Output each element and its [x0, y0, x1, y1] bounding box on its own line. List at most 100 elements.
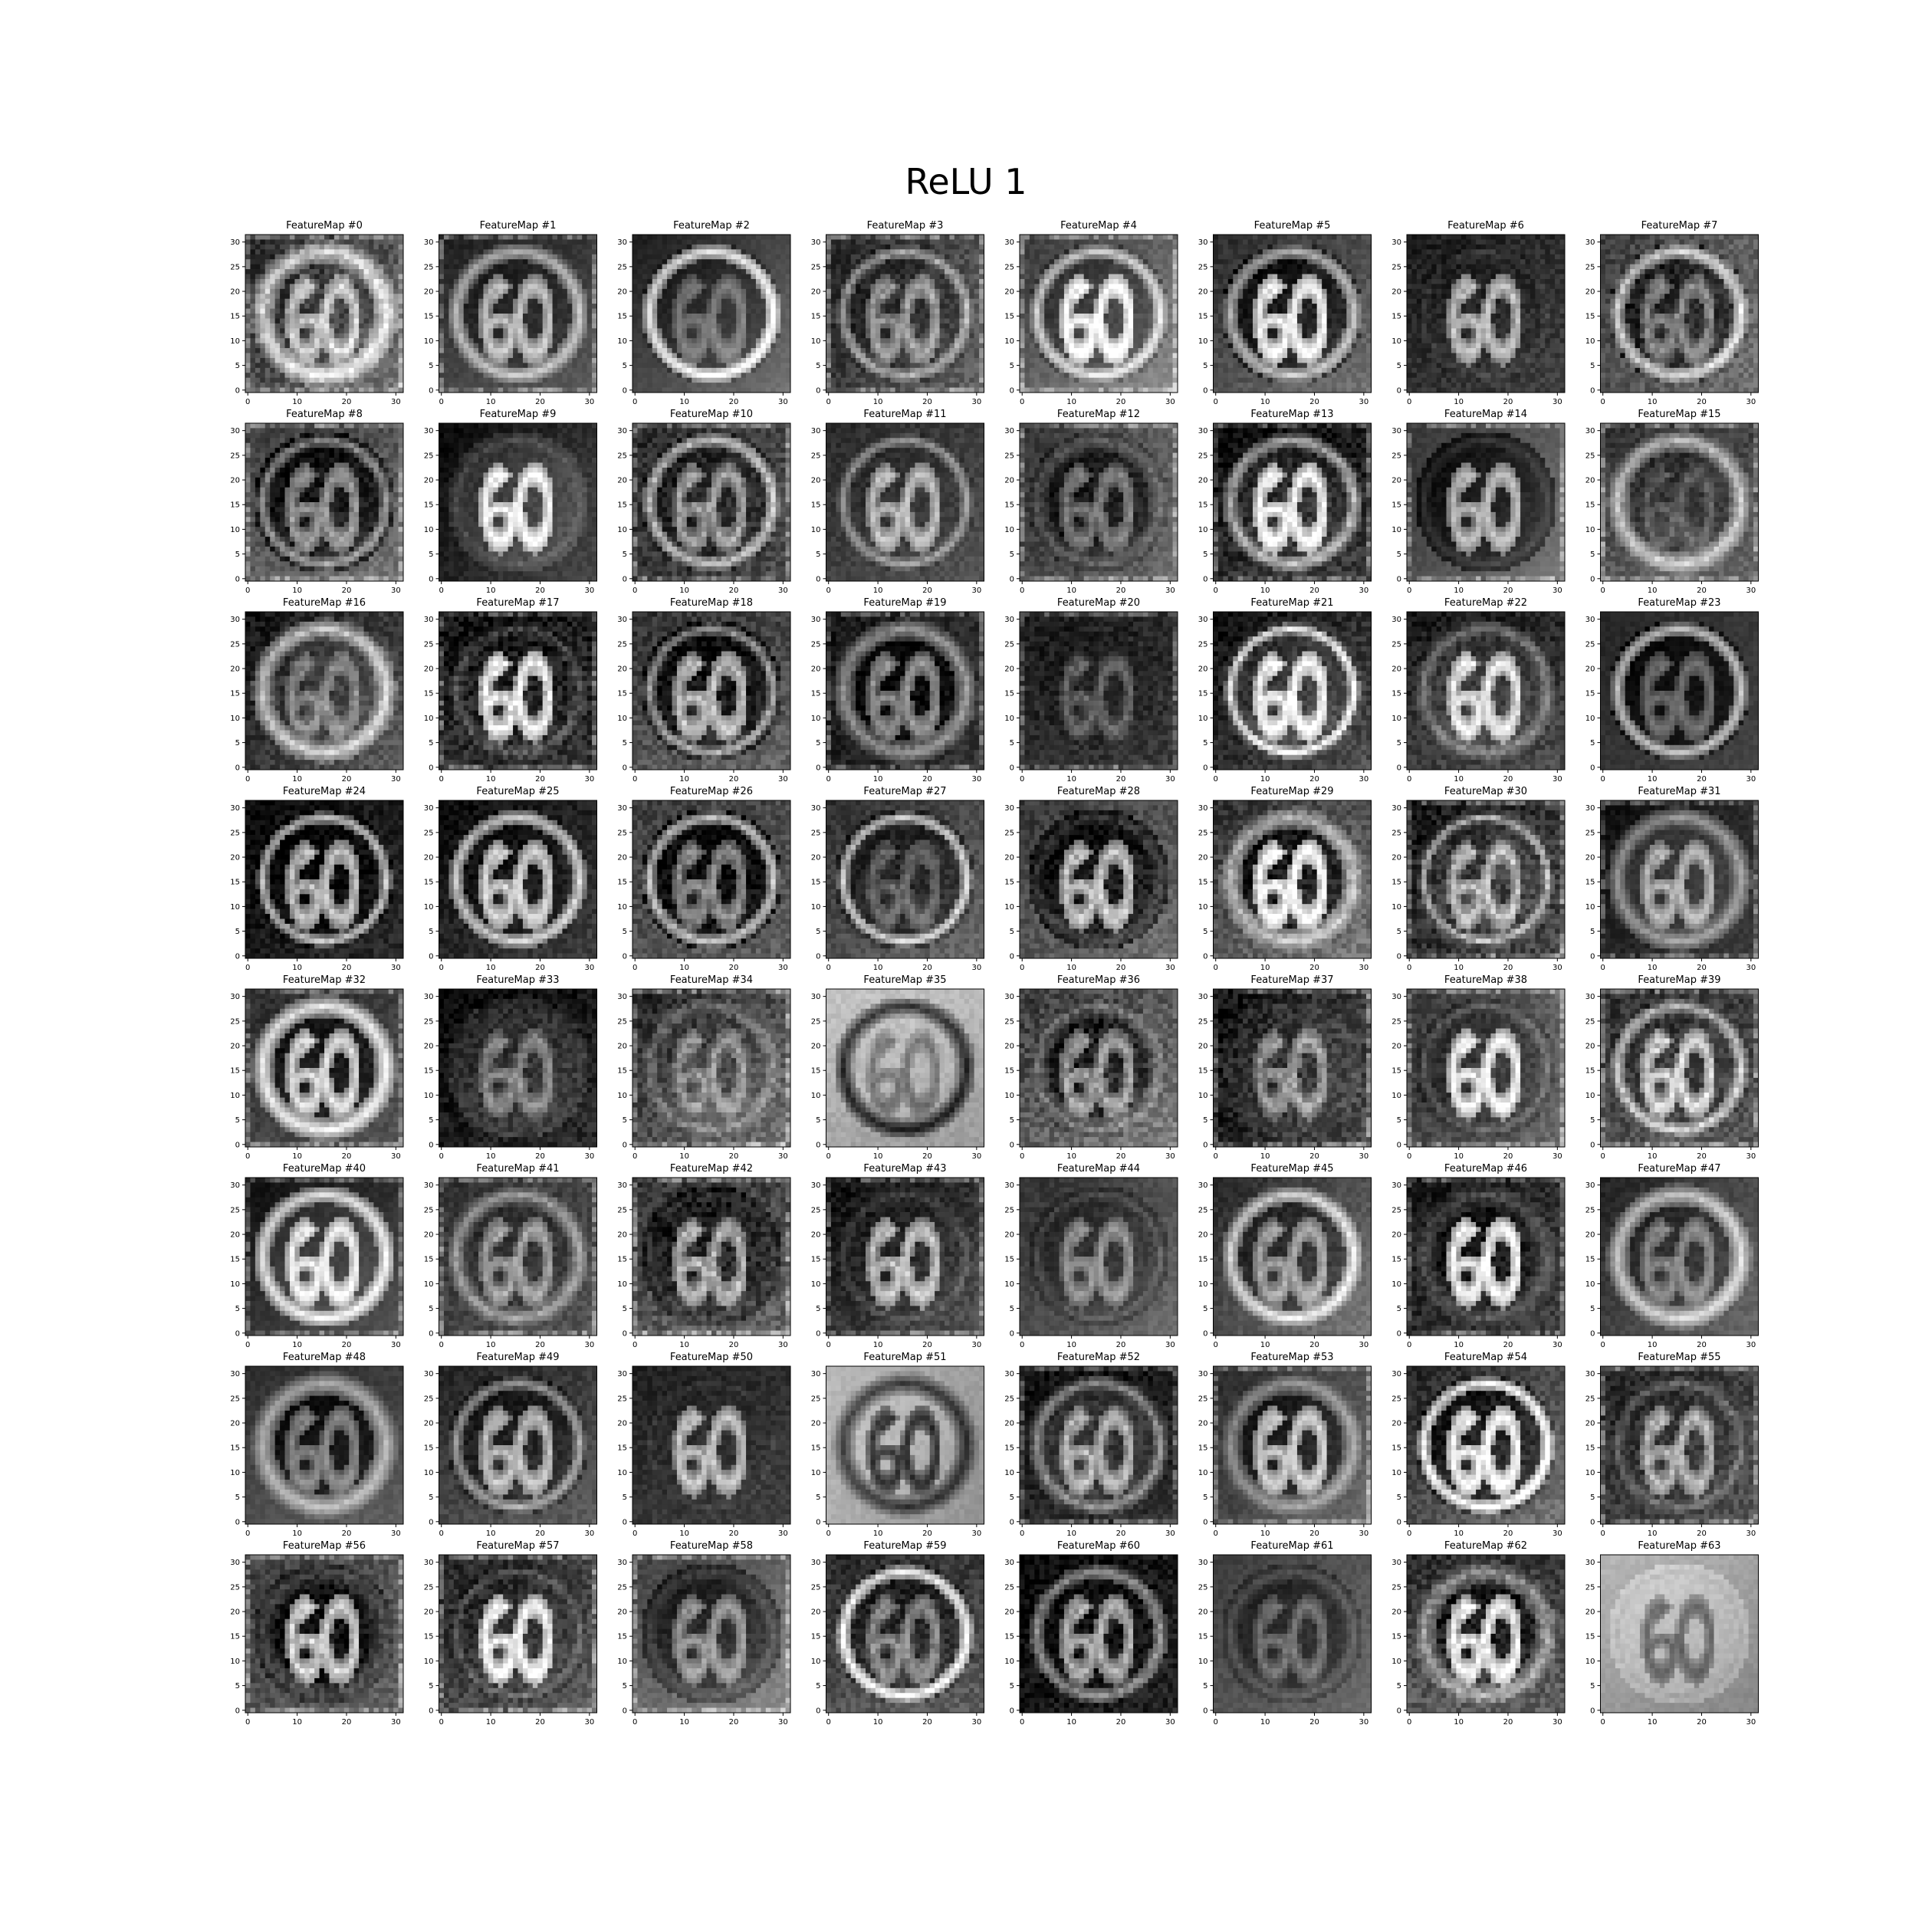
y-tick-label: 25 [617, 1206, 627, 1214]
y-tick-label: 20 [617, 288, 627, 297]
feature-map-image [1601, 1366, 1759, 1524]
x-tick-label: 0 [1214, 586, 1218, 595]
y-tick-label: 20 [1585, 1608, 1595, 1617]
y-tick-label: 25 [811, 452, 821, 460]
y-tick-label: 30 [1198, 1559, 1208, 1567]
x-tick-label: 30 [1746, 1718, 1756, 1727]
feature-map-image [245, 1555, 403, 1713]
x-tick-label: 10 [1454, 1530, 1464, 1538]
y-tick-label: 10 [424, 903, 434, 912]
x-tick-label: 20 [1503, 586, 1513, 595]
x-tick-label: 30 [971, 586, 981, 595]
x-tick-label: 20 [922, 398, 932, 406]
x-tick-label: 10 [292, 775, 302, 784]
y-tick-label: 10 [811, 526, 821, 534]
x-tick-label: 0 [245, 398, 250, 406]
y-tick-label: 5 [1397, 1305, 1401, 1313]
feature-map-image [632, 1555, 790, 1713]
y-tick-label: 0 [1203, 1329, 1208, 1338]
x-tick-label: 0 [826, 1152, 831, 1161]
x-tick-label: 10 [1454, 1341, 1464, 1349]
x-tick-label: 30 [971, 1530, 981, 1538]
subplot-title: FeatureMap #44 [1057, 1163, 1140, 1175]
y-tick-label: 25 [1585, 452, 1595, 460]
y-tick-label: 20 [1585, 665, 1595, 674]
y-tick-label: 15 [424, 1633, 434, 1641]
y-tick-label: 30 [424, 1370, 434, 1378]
x-tick-label: 20 [1116, 1341, 1126, 1349]
feature-map-image [1214, 612, 1372, 770]
y-tick-label: 30 [1585, 993, 1595, 1001]
y-tick-label: 20 [1004, 1231, 1014, 1240]
y-tick-label: 5 [816, 550, 820, 559]
x-tick-label: 0 [1601, 1718, 1605, 1727]
feature-map-image [439, 1366, 597, 1524]
subplot-title: FeatureMap #21 [1250, 597, 1333, 609]
subplot-title: FeatureMap #48 [283, 1352, 366, 1363]
x-tick-label: 20 [1697, 1341, 1707, 1349]
subplot-title: FeatureMap #20 [1057, 597, 1140, 609]
subplot-title: FeatureMap #36 [1057, 974, 1140, 986]
y-tick-label: 0 [1010, 1707, 1014, 1715]
y-tick-label: 15 [811, 690, 821, 698]
x-tick-label: 30 [1746, 398, 1756, 406]
x-tick-label: 0 [1407, 775, 1411, 784]
y-tick-label: 5 [1397, 362, 1401, 370]
y-tick-label: 5 [1203, 1682, 1208, 1691]
y-tick-label: 25 [1004, 829, 1014, 837]
x-tick-label: 0 [1020, 1718, 1024, 1727]
subplot-title: FeatureMap #57 [476, 1540, 559, 1552]
x-tick-label: 20 [1309, 586, 1319, 595]
y-tick-label: 25 [811, 829, 821, 837]
feature-map-image [1020, 1178, 1178, 1336]
y-tick-label: 15 [1004, 1633, 1014, 1641]
y-tick-label: 30 [1004, 616, 1014, 624]
x-tick-label: 10 [486, 1341, 496, 1349]
x-tick-label: 10 [679, 398, 689, 406]
x-tick-label: 0 [826, 775, 831, 784]
y-tick-label: 5 [1203, 362, 1208, 370]
x-tick-label: 0 [1214, 1152, 1218, 1161]
y-tick-label: 5 [1397, 739, 1401, 748]
y-tick-label: 10 [617, 1469, 627, 1477]
y-tick-label: 10 [1198, 1092, 1208, 1100]
x-tick-label: 20 [1309, 1718, 1319, 1727]
y-tick-label: 20 [1198, 288, 1208, 297]
y-tick-label: 15 [1585, 1256, 1595, 1264]
feature-map-image [1407, 800, 1565, 958]
y-tick-label: 15 [1198, 501, 1208, 510]
x-tick-label: 10 [1066, 586, 1076, 595]
x-tick-label: 10 [873, 1718, 883, 1727]
y-tick-label: 20 [1392, 1420, 1401, 1428]
y-tick-label: 10 [1198, 903, 1208, 912]
subplot-title: FeatureMap #27 [863, 786, 946, 797]
y-tick-label: 15 [230, 1067, 240, 1076]
y-tick-label: 15 [230, 690, 240, 698]
y-tick-label: 5 [623, 739, 627, 748]
y-tick-label: 15 [1004, 501, 1014, 510]
y-tick-label: 0 [1010, 575, 1014, 583]
x-tick-label: 30 [971, 1718, 981, 1727]
x-tick-label: 20 [922, 1152, 932, 1161]
y-tick-label: 15 [811, 1444, 821, 1453]
x-tick-label: 0 [1020, 775, 1024, 784]
y-tick-label: 5 [1010, 1305, 1014, 1313]
y-tick-label: 0 [623, 1518, 627, 1526]
y-tick-label: 30 [1392, 616, 1401, 624]
x-tick-label: 10 [1066, 1341, 1076, 1349]
subplot-title: FeatureMap #63 [1638, 1540, 1720, 1552]
y-tick-label: 10 [424, 1658, 434, 1666]
y-tick-label: 0 [1397, 1329, 1401, 1338]
x-tick-label: 0 [439, 964, 444, 972]
y-tick-label: 5 [1010, 928, 1014, 936]
x-tick-label: 20 [922, 1341, 932, 1349]
y-tick-label: 20 [1392, 1608, 1401, 1617]
y-tick-label: 5 [1590, 1116, 1595, 1125]
y-tick-label: 0 [623, 386, 627, 395]
